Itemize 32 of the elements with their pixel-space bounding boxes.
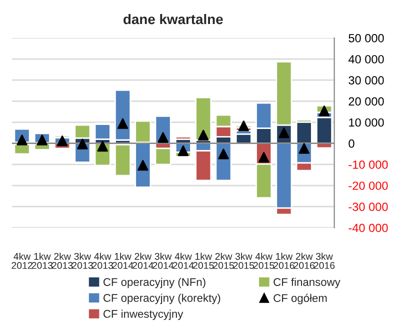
x-tick-label: 4kw 2012 bbox=[12, 252, 32, 269]
x-tick-label: 2kw 2015 bbox=[213, 252, 234, 269]
x-tick-label: 4kw 2013 bbox=[92, 252, 113, 269]
chart-title: dane kwartalne bbox=[124, 14, 223, 24]
y-tick-label: 30 000 bbox=[348, 76, 384, 85]
x-tick-label: 1kw 2014 bbox=[112, 252, 134, 269]
x-tick-label: 1kw 2015 bbox=[193, 252, 214, 269]
y-tick-label: 0 bbox=[348, 139, 354, 148]
x-tick-label: 3kw 2016 bbox=[314, 252, 335, 269]
x-tick-label: 2kw 2013 bbox=[52, 252, 73, 269]
legend-label: CF ogółem bbox=[274, 294, 327, 304]
y-tick-label: 40 000 bbox=[348, 55, 384, 64]
y-tick-label: 10 000 bbox=[349, 118, 384, 127]
legend-label: CF finansowy bbox=[274, 278, 340, 288]
x-tick-label: 1kw 2016 bbox=[274, 252, 294, 269]
y-tick-label: -10 000 bbox=[348, 160, 388, 169]
x-tick-label: 4kw 2015 bbox=[253, 252, 274, 269]
y-tick-label: -30 000 bbox=[348, 202, 388, 212]
legend-label: CF operacyjny (korekty) bbox=[104, 294, 220, 304]
legend-label: CF inwestycyjny bbox=[104, 310, 184, 320]
y-tick-label: -40 000 bbox=[348, 224, 388, 232]
x-tick-label: 1kw 2013 bbox=[32, 252, 53, 269]
y-tick-label: -20 000 bbox=[348, 182, 388, 190]
x-tick-label: 4kw 2014 bbox=[172, 252, 194, 269]
y-tick-label: 20 000 bbox=[348, 97, 384, 106]
y-tick-label: 50 000 bbox=[348, 34, 384, 42]
x-tick-label: 3kw 2015 bbox=[233, 252, 254, 269]
x-tick-label: 2kw 2014 bbox=[132, 252, 154, 269]
legend-label: CF operacyjny (NFn) bbox=[104, 278, 206, 288]
x-tick-label: 2kw 2016 bbox=[294, 252, 314, 269]
x-tick-label: 3kw 2014 bbox=[152, 252, 174, 269]
x-tick-label: 3kw 2013 bbox=[72, 252, 93, 269]
